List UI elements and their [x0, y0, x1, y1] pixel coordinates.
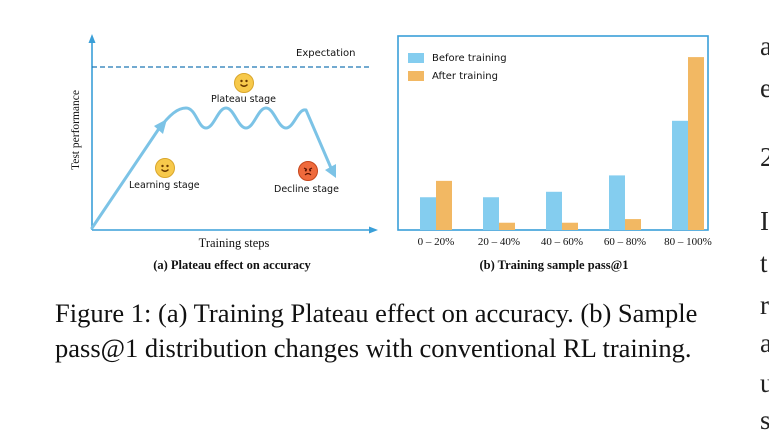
side-text-line: r	[760, 290, 769, 320]
legend: Before training After training	[408, 49, 507, 85]
tick-label: 0 – 20%	[417, 236, 455, 248]
legend-swatch	[408, 53, 424, 63]
decline-label: Decline stage	[274, 184, 339, 195]
legend-item-before: Before training	[408, 49, 507, 67]
figure-b: Before training After training 0 – 20% 2…	[390, 0, 735, 280]
legend-swatch	[408, 71, 424, 81]
side-text: a e 2 I t r a u s	[760, 0, 769, 432]
bar-chart	[397, 35, 709, 231]
x-axis-arrow-icon	[369, 226, 378, 234]
side-text-line: u	[760, 368, 769, 398]
side-text-line: a	[760, 328, 769, 358]
bar-before-0	[420, 197, 436, 230]
learning-label: Learning stage	[129, 180, 200, 191]
legend-label: After training	[432, 70, 498, 82]
smile-face-icon	[234, 73, 254, 93]
bar-after-3	[625, 219, 641, 230]
curve-end-arrowhead-icon	[325, 164, 336, 178]
performance-curve	[90, 106, 333, 230]
tick-label: 40 – 60%	[540, 236, 584, 248]
expectation-label: Expectation	[296, 48, 356, 59]
figure-caption: Figure 1: (a) Training Plateau effect on…	[55, 298, 698, 363]
side-text-line: I	[760, 206, 769, 236]
side-text-line: e	[760, 73, 769, 103]
bar-after-0	[436, 180, 452, 230]
y-axis-label: Test performance	[70, 90, 82, 170]
subcaption-b: (b) Training sample pass@1	[479, 258, 629, 272]
side-text-line: 2	[760, 142, 769, 172]
curve-arrowhead-icon	[154, 119, 167, 134]
side-text-line: t	[760, 248, 768, 278]
y-axis-arrow-icon	[88, 34, 96, 43]
side-text-line: a	[760, 31, 769, 61]
bar-after-1	[499, 222, 515, 230]
side-text-line: s	[760, 405, 769, 432]
plateau-diagram	[88, 34, 378, 234]
figure-a: Expectation Plateau stage Learning stage…	[0, 0, 390, 280]
plateau-label: Plateau stage	[211, 94, 276, 105]
bar-before-1	[483, 197, 499, 230]
bar-before-4	[672, 120, 688, 230]
bar-before-2	[546, 191, 562, 230]
legend-label: Before training	[432, 52, 507, 64]
subcaption-a: (a) Plateau effect on accuracy	[153, 258, 311, 272]
tick-label: 80 – 100%	[664, 236, 712, 248]
bar-after-2	[562, 222, 578, 230]
bar-before-3	[609, 175, 625, 230]
tick-label: 20 – 40%	[477, 236, 521, 248]
tick-label: 60 – 80%	[603, 236, 647, 248]
x-axis-label: Training steps	[198, 236, 270, 250]
legend-item-after: After training	[408, 67, 507, 85]
angry-face-icon	[298, 161, 318, 181]
bar-after-4	[688, 57, 704, 230]
smile-face-icon	[155, 158, 175, 178]
